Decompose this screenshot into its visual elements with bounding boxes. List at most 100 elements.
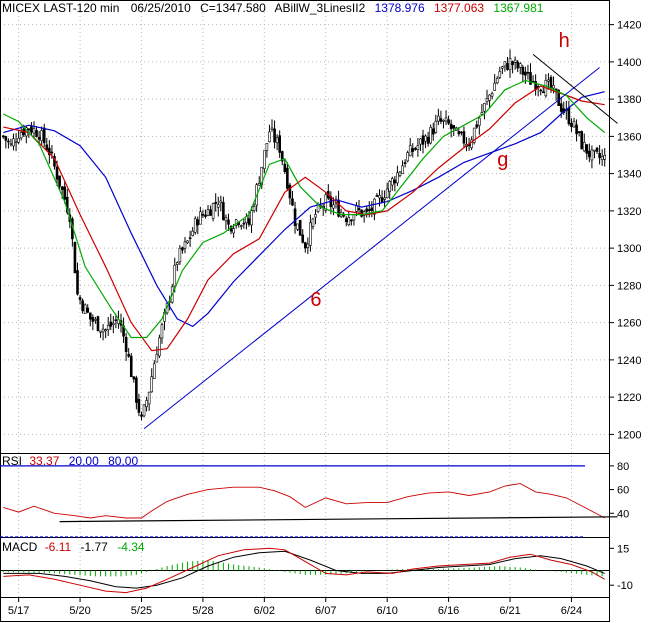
indicator-value-red: 1377.063	[434, 1, 484, 15]
candle-body	[503, 61, 507, 67]
candle-body	[306, 243, 310, 248]
candle-body	[403, 162, 407, 165]
candle-body	[288, 184, 292, 199]
candle-body	[19, 132, 23, 139]
panel-frames	[0, 0, 610, 622]
candle-body	[357, 208, 361, 211]
candle-body	[529, 72, 532, 85]
macd-signal-line	[3, 550, 605, 589]
candle-body	[283, 163, 287, 172]
candle-body	[7, 140, 10, 143]
candle-body	[498, 71, 502, 78]
candle-body	[439, 118, 443, 122]
y-tick-label: 1280	[617, 280, 641, 292]
candle-body	[263, 150, 266, 169]
candle-body	[539, 89, 543, 92]
x-tick-label: 6/21	[499, 605, 520, 617]
candle-body	[173, 264, 177, 287]
candle-body	[4, 136, 8, 141]
candle-body	[48, 147, 51, 155]
y-tick-label: 1300	[617, 243, 641, 255]
candle-body	[370, 207, 374, 211]
candle-body	[12, 138, 15, 147]
candle-body	[239, 225, 243, 227]
candle-body	[1, 135, 5, 138]
candle-body	[76, 270, 79, 295]
candle-body	[513, 59, 517, 63]
candle-body	[385, 188, 389, 198]
candle-body	[55, 166, 59, 180]
y-tick-label: 1400	[617, 57, 641, 69]
y-tick-label: 1380	[617, 94, 641, 106]
macd-value-3: -4.34	[117, 540, 145, 554]
candle-body	[280, 151, 284, 162]
candle-body	[547, 79, 550, 82]
candle-body	[398, 171, 402, 176]
y-tick-label: 60	[617, 485, 629, 497]
candle-body	[314, 214, 317, 218]
candle-body	[442, 119, 445, 122]
rsi-trend-line	[59, 516, 618, 523]
candle-body	[559, 103, 563, 112]
candle-body	[549, 77, 553, 88]
candle-body	[147, 391, 151, 405]
x-tick-label: 5/25	[131, 605, 152, 617]
candle-body	[112, 323, 115, 326]
macd-layer	[0, 547, 610, 594]
candle-body	[572, 120, 576, 128]
candle-body	[114, 319, 118, 322]
candle-body	[421, 135, 425, 145]
candle-body	[265, 142, 269, 151]
candle-body	[91, 317, 95, 322]
candle-body	[109, 321, 113, 327]
candle-body	[35, 130, 38, 137]
price-indicator-lines	[3, 79, 606, 352]
x-tick-label: 5/17	[8, 605, 29, 617]
indicator-value-green: 1367.981	[493, 1, 543, 15]
candle-body	[344, 218, 348, 223]
candle-body	[296, 223, 299, 230]
candle-body	[219, 200, 223, 204]
candle-body	[155, 353, 159, 363]
candle-body	[132, 376, 136, 380]
candle-body	[449, 123, 453, 129]
y-tick-label: 1240	[617, 355, 641, 367]
candle-body	[434, 120, 438, 133]
candle-body	[426, 136, 430, 144]
candle-body	[388, 181, 392, 192]
y-tick-label: 1260	[617, 318, 641, 330]
candle-body	[488, 94, 491, 101]
candle-body	[570, 122, 573, 128]
candle-body	[406, 152, 409, 162]
candle-body	[506, 63, 509, 70]
candle-body	[50, 151, 54, 154]
candle-body	[347, 217, 351, 225]
candle-body	[42, 127, 46, 144]
candle-body	[367, 209, 371, 211]
y-tick-label: -10	[617, 580, 633, 592]
candle-body	[511, 61, 514, 66]
candle-body	[275, 137, 279, 144]
candle-body	[485, 98, 489, 103]
candle-body	[419, 138, 422, 145]
macd-value-1: -6.11	[45, 540, 72, 554]
candle-body	[431, 128, 435, 135]
candle-body	[457, 131, 461, 135]
candle-body	[350, 219, 353, 222]
candle-body	[585, 144, 589, 154]
candle-body	[88, 312, 92, 320]
candle-body	[541, 91, 545, 94]
candle-body	[227, 219, 230, 225]
macd-header: MACD -6.11 -1.77 -4.34	[2, 540, 145, 554]
candle-body	[176, 262, 179, 265]
candle-body	[135, 377, 138, 403]
x-tick-label: 6/10	[376, 605, 397, 617]
candle-body	[352, 214, 356, 221]
candle-body	[145, 400, 148, 408]
price-line-green	[3, 79, 606, 339]
candle-body	[521, 66, 525, 75]
candle-body	[83, 304, 87, 314]
candle-body	[355, 205, 358, 212]
candle-body	[96, 316, 100, 332]
